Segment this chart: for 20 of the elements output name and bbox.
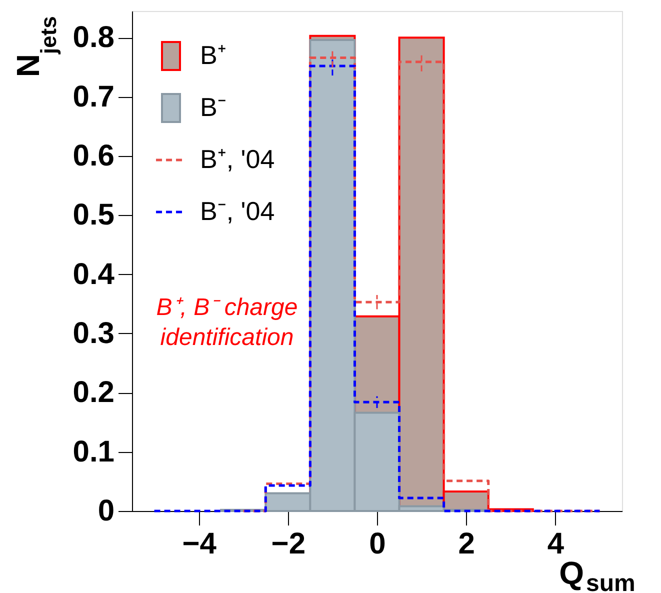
- y-tick-label: 0.7: [72, 80, 114, 114]
- legend-label: B⁻, '04: [200, 196, 275, 226]
- y-tick-label: 0.1: [72, 435, 114, 468]
- x-tick-label: −4: [182, 528, 217, 560]
- x-tick-label: 4: [547, 528, 564, 560]
- annotation: B⁺, B⁻ charge identification: [156, 294, 298, 351]
- x-tick-label: 0: [369, 528, 386, 560]
- legend-label: B⁻: [200, 92, 226, 122]
- y-tick-label: 0.6: [72, 139, 114, 172]
- y-tick-label: 0.8: [72, 21, 114, 54]
- y-tick-label: 0: [98, 494, 114, 528]
- legend-label: B⁺, '04: [200, 144, 275, 174]
- y-tick-label: 0.2: [72, 376, 114, 410]
- y-axis-title: Njets: [10, 16, 61, 78]
- x-tick-label: −2: [271, 528, 306, 560]
- y-tick-label: 0.3: [72, 316, 114, 350]
- y-tick-label: 0.5: [72, 198, 114, 232]
- y-tick-label: 0.4: [72, 258, 115, 291]
- legend-label: B⁺: [200, 40, 226, 70]
- x-tick-label: 2: [458, 528, 475, 560]
